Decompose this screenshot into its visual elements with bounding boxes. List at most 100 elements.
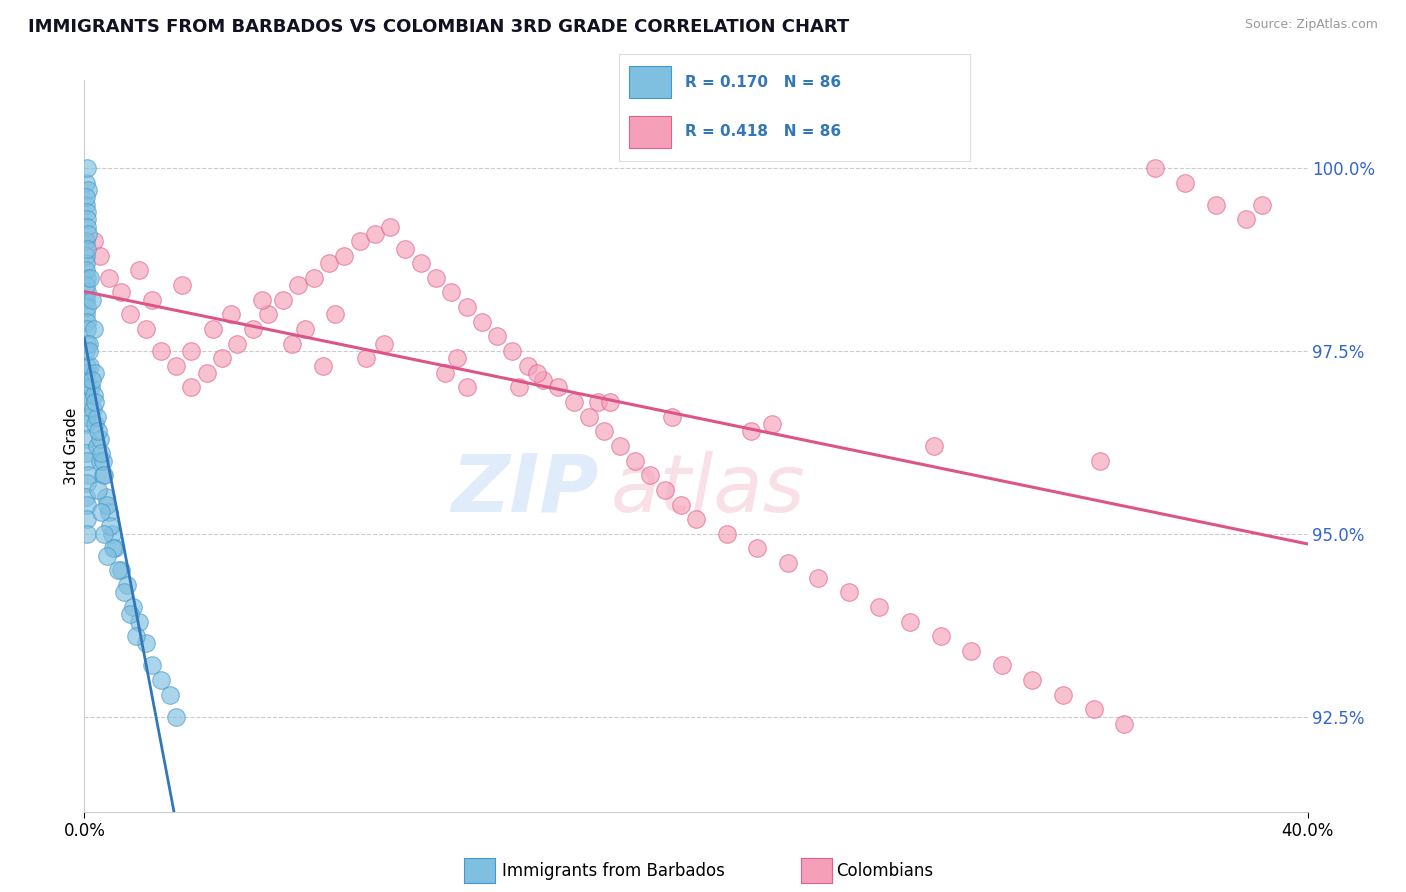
Point xyxy=(122,599,145,614)
Point xyxy=(547,380,569,394)
Point xyxy=(180,380,202,394)
Text: IMMIGRANTS FROM BARBADOS VS COLOMBIAN 3RD GRADE CORRELATION CHART: IMMIGRANTS FROM BARBADOS VS COLOMBIAN 3R… xyxy=(28,18,849,36)
Point xyxy=(508,380,530,394)
Point xyxy=(501,343,523,358)
Point xyxy=(1021,673,1043,687)
Point xyxy=(120,307,142,321)
Point xyxy=(120,607,142,622)
Point xyxy=(75,176,97,190)
Point xyxy=(211,351,233,366)
Point xyxy=(83,322,105,336)
Point xyxy=(638,468,661,483)
Point xyxy=(79,270,101,285)
Text: R = 0.418   N = 86: R = 0.418 N = 86 xyxy=(686,124,842,139)
Point xyxy=(716,526,738,541)
Point xyxy=(219,307,242,321)
Point xyxy=(434,366,457,380)
Point xyxy=(75,307,97,321)
Point xyxy=(924,439,946,453)
Point xyxy=(869,599,891,614)
Point xyxy=(135,636,157,650)
Point xyxy=(91,453,114,467)
Point xyxy=(149,343,172,358)
Point xyxy=(97,270,120,285)
Point xyxy=(76,432,98,446)
Point xyxy=(141,293,163,307)
Point xyxy=(838,585,860,599)
Point xyxy=(745,541,768,556)
Point xyxy=(76,395,98,409)
Point xyxy=(76,300,98,314)
Point xyxy=(76,212,98,227)
Point xyxy=(661,409,683,424)
Point xyxy=(103,541,125,556)
Point xyxy=(242,322,264,336)
Point xyxy=(599,395,621,409)
Point xyxy=(94,490,117,504)
Point xyxy=(318,256,340,270)
Point xyxy=(75,490,97,504)
Point xyxy=(115,578,138,592)
Text: R = 0.170   N = 86: R = 0.170 N = 86 xyxy=(686,75,842,90)
Point xyxy=(531,373,554,387)
Point xyxy=(75,446,97,460)
Point xyxy=(562,395,585,409)
Point xyxy=(75,366,97,380)
Point xyxy=(76,161,98,175)
Point xyxy=(1174,176,1197,190)
Point xyxy=(76,205,98,219)
Point xyxy=(333,249,356,263)
Point xyxy=(76,315,98,329)
Text: Colombians: Colombians xyxy=(837,862,934,880)
Point xyxy=(172,278,194,293)
Point xyxy=(84,395,107,409)
Point xyxy=(456,380,478,394)
Point xyxy=(159,688,181,702)
Point xyxy=(141,658,163,673)
Bar xyxy=(630,116,671,148)
Point xyxy=(112,585,135,599)
Point xyxy=(76,219,98,234)
Point xyxy=(76,285,98,300)
Point xyxy=(456,300,478,314)
Point xyxy=(75,190,97,204)
Point xyxy=(226,336,249,351)
Point xyxy=(1114,717,1136,731)
Point xyxy=(86,409,108,424)
Point xyxy=(98,519,121,533)
Point xyxy=(624,453,647,467)
Point xyxy=(128,615,150,629)
Point xyxy=(80,293,103,307)
Point xyxy=(76,475,98,490)
Point xyxy=(654,483,676,497)
Point xyxy=(960,644,983,658)
Point xyxy=(195,366,218,380)
Point xyxy=(93,468,115,483)
Point xyxy=(89,249,111,263)
Point xyxy=(807,571,830,585)
Point xyxy=(578,409,600,424)
Point xyxy=(1052,688,1074,702)
Point xyxy=(75,256,97,270)
Point xyxy=(1205,197,1227,211)
Text: Immigrants from Barbados: Immigrants from Barbados xyxy=(502,862,725,880)
Point xyxy=(135,322,157,336)
Point xyxy=(586,395,609,409)
Point xyxy=(1234,212,1257,227)
Point xyxy=(394,242,416,256)
Point xyxy=(364,227,387,241)
Point xyxy=(165,359,187,373)
Point xyxy=(323,307,346,321)
Point xyxy=(76,526,98,541)
Point xyxy=(76,322,98,336)
Point xyxy=(107,563,129,577)
Point xyxy=(75,343,97,358)
Point xyxy=(440,285,463,300)
Point xyxy=(80,380,103,394)
Point xyxy=(82,402,104,417)
Point xyxy=(89,432,111,446)
Point xyxy=(76,498,98,512)
Point xyxy=(77,468,100,483)
Point xyxy=(87,425,110,439)
Point xyxy=(84,417,107,431)
